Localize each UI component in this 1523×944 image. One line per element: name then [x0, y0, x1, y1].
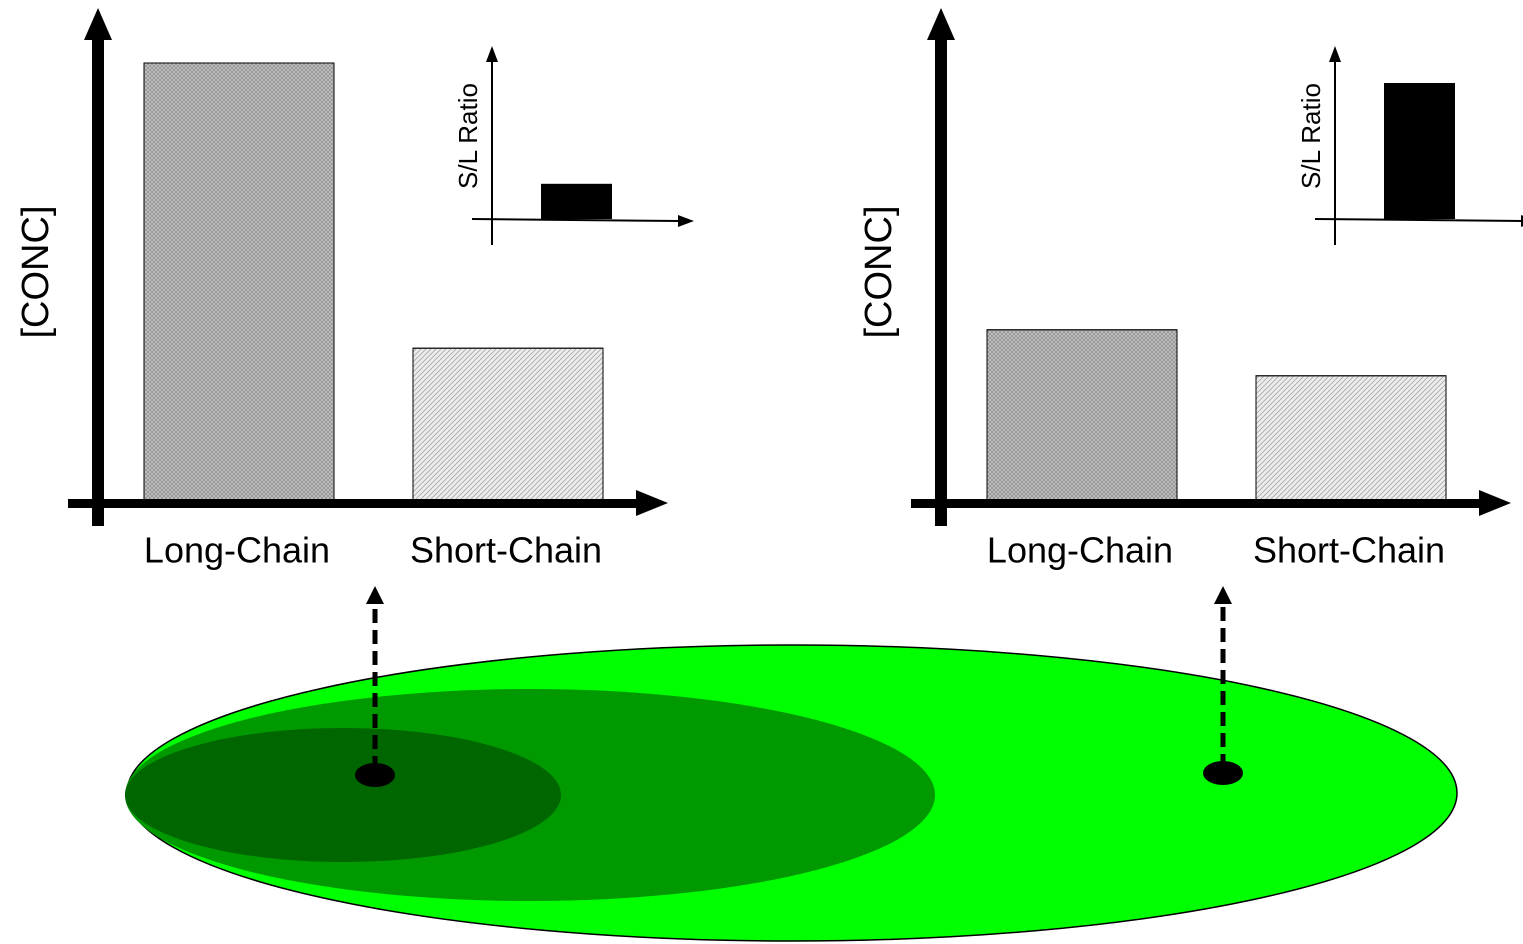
arrow-head — [1214, 586, 1232, 604]
bar-pattern — [143, 62, 335, 501]
x-axis-arrow — [1479, 490, 1511, 516]
sample-point — [1203, 761, 1243, 785]
y-axis-label: [CONC] — [858, 206, 900, 339]
bar-pattern — [1255, 375, 1447, 501]
inset-y-label: S/L Ratio — [453, 83, 483, 189]
inset-y-arrow — [1329, 46, 1341, 62]
bar-pattern — [986, 329, 1178, 501]
inner-zone — [125, 728, 561, 862]
arrow-head — [366, 586, 384, 604]
inset-x-axis — [471, 218, 681, 222]
x-tick-label: Long-Chain — [144, 530, 330, 571]
x-axis — [911, 499, 1486, 508]
inset-x-arrow — [678, 215, 694, 227]
x-axis — [68, 499, 643, 508]
bar-pattern — [412, 347, 604, 501]
y-axis — [935, 34, 947, 526]
x-axis-arrow — [636, 490, 668, 516]
inset-y-label: S/L Ratio — [1296, 83, 1326, 189]
y-axis-arrow — [927, 8, 955, 40]
sample-point — [355, 763, 395, 787]
y-axis-label: [CONC] — [15, 206, 57, 339]
x-tick-label: Long-Chain — [987, 530, 1173, 571]
x-tick-label: Short-Chain — [1253, 530, 1445, 571]
y-axis — [92, 34, 104, 526]
x-tick-label: Short-Chain — [410, 530, 602, 571]
inset-y-arrow — [486, 46, 498, 62]
inset-x-axis — [1314, 218, 1523, 222]
inset-bar — [1384, 83, 1455, 219]
inset-bar — [541, 183, 612, 219]
y-axis-arrow — [84, 8, 112, 40]
plume — [125, 586, 1458, 942]
